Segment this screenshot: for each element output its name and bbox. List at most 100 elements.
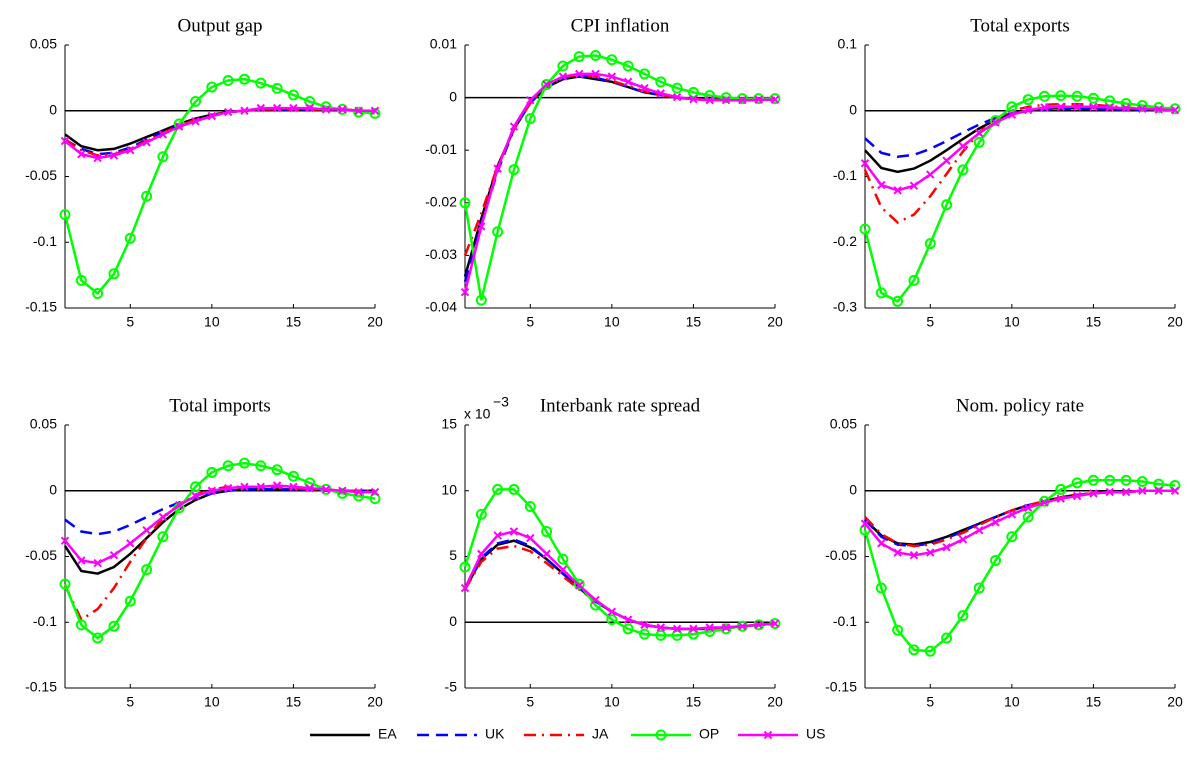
marker: [190, 481, 202, 493]
marker: [671, 82, 683, 94]
marker: [369, 493, 381, 505]
marker: [1006, 531, 1018, 543]
marker: [1153, 101, 1165, 113]
series-line: [863, 94, 1176, 304]
marker: [638, 68, 650, 80]
x-tick-label: 10: [1004, 694, 1020, 710]
marker: [158, 130, 168, 139]
marker: [255, 460, 267, 472]
marker: [175, 501, 184, 510]
marker: [656, 89, 665, 98]
marker: [860, 519, 870, 528]
marker: [75, 274, 87, 286]
series-line: [63, 488, 375, 575]
marker: [321, 105, 331, 114]
marker: [1023, 503, 1033, 513]
marker: [1072, 491, 1082, 501]
marker: [1120, 474, 1132, 486]
marker: [354, 106, 363, 115]
y-tick-label: -0.1: [833, 613, 857, 629]
series-line: [864, 106, 1175, 174]
series-line: [864, 489, 1175, 548]
marker: [223, 483, 233, 493]
y-tick-label: -5: [445, 679, 458, 695]
chart-title: Total imports: [169, 395, 271, 416]
marker: [606, 614, 618, 626]
y-tick-label: -0.01: [425, 141, 457, 157]
y-multiplier-exponent: −3: [493, 394, 509, 410]
y-tick-label: 0.05: [830, 416, 857, 432]
series-line: [864, 489, 1175, 557]
marker: [721, 623, 731, 632]
marker: [623, 615, 633, 624]
marker: [158, 512, 168, 522]
y-tick-label: -0.1: [833, 167, 857, 183]
x-tick-label: 20: [367, 314, 383, 330]
marker: [1138, 486, 1147, 495]
marker: [108, 620, 120, 632]
marker: [877, 539, 886, 548]
x-tick-label: 10: [604, 314, 620, 330]
marker: [622, 623, 634, 635]
marker: [1007, 110, 1017, 119]
marker: [575, 581, 584, 590]
marker: [942, 543, 951, 552]
marker: [975, 525, 984, 535]
marker: [975, 128, 984, 138]
marker: [973, 136, 985, 148]
marker: [1136, 476, 1148, 488]
legend-marker: [655, 729, 667, 741]
marker: [508, 483, 520, 495]
marker: [640, 620, 649, 630]
marker: [591, 69, 600, 79]
marker: [77, 556, 86, 565]
marker: [655, 76, 667, 88]
series-line: [463, 488, 776, 637]
x-tick-label: 10: [1004, 314, 1020, 330]
x-tick-label: 20: [367, 694, 383, 710]
marker: [460, 288, 470, 297]
x-tick-label: 20: [767, 694, 783, 710]
x-tick-label: 15: [1086, 694, 1102, 710]
marker: [541, 78, 553, 90]
marker: [175, 122, 184, 131]
marker: [770, 95, 780, 104]
y-tick-label: 0.01: [430, 36, 457, 52]
marker: [287, 470, 299, 482]
marker: [909, 550, 919, 560]
marker: [1022, 511, 1034, 523]
marker: [893, 548, 902, 557]
marker: [1087, 474, 1099, 486]
marker: [893, 186, 902, 195]
marker: [573, 51, 585, 63]
y-tick-label: -0.15: [825, 679, 857, 695]
marker: [93, 558, 102, 568]
marker: [1022, 94, 1034, 106]
marker: [370, 487, 380, 497]
marker: [575, 69, 584, 79]
marker: [1040, 498, 1049, 507]
series-line: [864, 105, 1176, 192]
marker: [892, 624, 904, 636]
marker: [875, 287, 887, 299]
marker: [320, 101, 332, 113]
marker: [926, 548, 935, 557]
marker: [206, 81, 218, 93]
marker: [59, 578, 71, 590]
series-line: [864, 489, 1175, 546]
series-line: [64, 106, 375, 160]
marker: [272, 103, 282, 113]
marker: [509, 122, 519, 131]
marker: [770, 619, 780, 628]
chart-title: Output gap: [178, 15, 263, 36]
marker: [287, 89, 299, 101]
y-tick-label: 0.1: [838, 36, 858, 52]
marker: [477, 222, 486, 231]
marker: [908, 644, 920, 656]
series-line: [463, 530, 776, 631]
marker: [321, 485, 331, 494]
y-tick-label: 0: [849, 101, 857, 117]
x-tick-label: 10: [604, 694, 620, 710]
marker: [353, 106, 365, 118]
marker: [524, 501, 536, 513]
